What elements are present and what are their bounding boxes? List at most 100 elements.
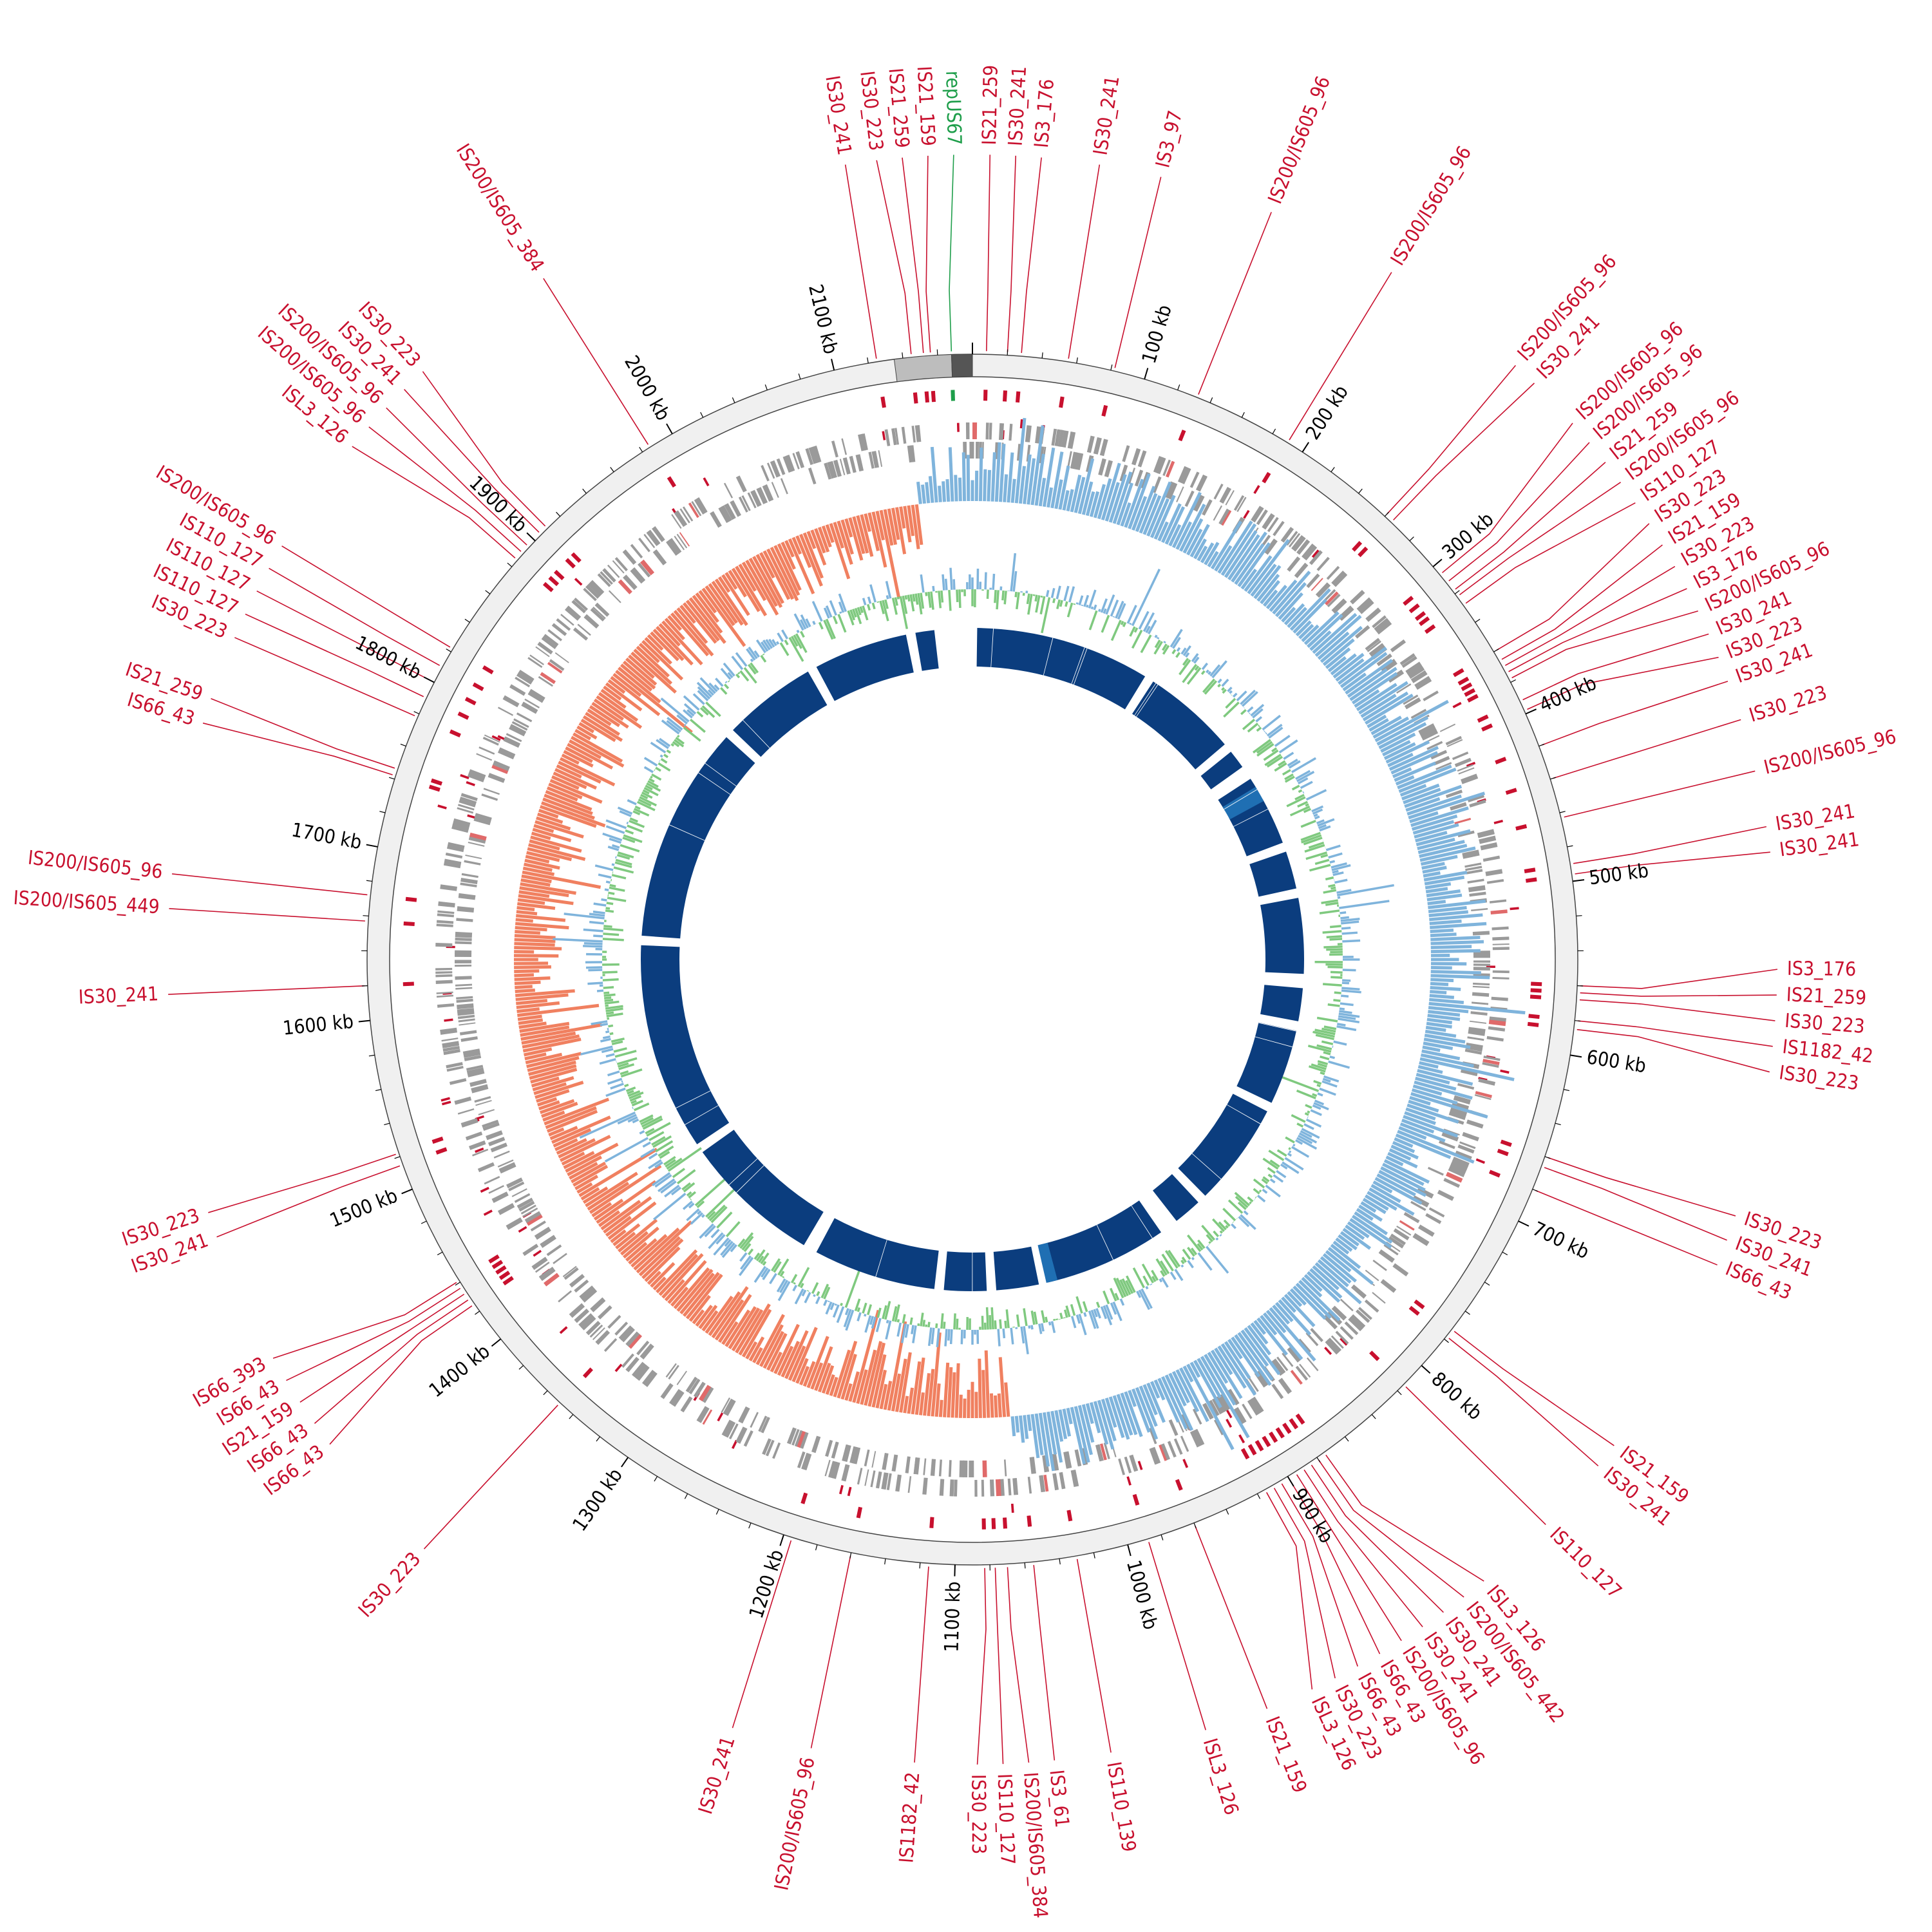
gene-block [1462, 1132, 1479, 1142]
gene-block [1335, 1331, 1349, 1345]
gene-block [460, 882, 477, 887]
gene-block [1435, 762, 1452, 770]
gene-block [975, 442, 980, 459]
gene-block [602, 568, 616, 583]
gene-block [1365, 638, 1380, 651]
is-element-mark [1027, 1515, 1032, 1527]
gene-block [718, 506, 731, 524]
gene-block [527, 691, 544, 703]
gene-block [849, 1446, 858, 1464]
is-element-label: IS3_176 [1787, 958, 1857, 981]
feature-leader-line [423, 1405, 558, 1549]
blast-block [915, 630, 939, 671]
minor-tick [507, 562, 513, 567]
gene-block [761, 465, 770, 482]
gene-block [1278, 1378, 1293, 1394]
is-element-mark [533, 1249, 542, 1257]
gene-block [514, 1193, 531, 1203]
gene-block [1459, 1141, 1476, 1150]
gene-block [1009, 424, 1013, 441]
gene-block [1042, 1455, 1050, 1473]
feature-leader-line [1318, 1459, 1464, 1598]
gene-block [1454, 757, 1472, 768]
gene-block [1098, 458, 1106, 476]
is-element-mark [667, 476, 676, 488]
gene-block [478, 1109, 495, 1115]
gene-block [459, 799, 476, 808]
is-element-mark [457, 711, 469, 720]
is-element-label: IS30_241 [78, 983, 159, 1009]
gene-block [455, 987, 473, 990]
gene-block [1383, 1244, 1399, 1256]
gene-block [939, 1479, 945, 1496]
gene-block [1492, 936, 1510, 941]
gene-block [1156, 457, 1166, 475]
gene-block [1468, 1027, 1486, 1033]
gene-block [1465, 866, 1482, 871]
gene-block [553, 1253, 567, 1264]
gene-block [895, 1474, 902, 1492]
gene-block [635, 1365, 650, 1381]
gene-block [914, 425, 922, 442]
gene-block [1380, 1279, 1397, 1293]
feature-leader-line [1504, 565, 1676, 667]
major-tick [1144, 368, 1149, 380]
is-element-mark [1515, 824, 1528, 831]
gene-block [535, 646, 550, 658]
gene-block [766, 462, 775, 479]
gene-block [1193, 495, 1205, 512]
gene-block [1490, 909, 1508, 915]
gene-block [1418, 1224, 1435, 1237]
is-element-mark [1059, 396, 1065, 408]
gene-block [1213, 505, 1223, 521]
gene-block [1043, 1474, 1049, 1492]
gene-block [1356, 1309, 1370, 1323]
gene-block [493, 760, 510, 772]
blast-block [1249, 851, 1297, 897]
major-tick [366, 844, 378, 848]
is-element-mark [1226, 1409, 1233, 1419]
gene-block [747, 492, 757, 509]
gene-block [1150, 1446, 1161, 1464]
minor-tick [379, 811, 386, 813]
gene-block [1448, 1168, 1464, 1177]
minor-tick [610, 467, 614, 473]
gene-block [546, 1244, 562, 1256]
gene-block [895, 428, 899, 445]
blast-block [1200, 752, 1243, 790]
gene-block [453, 818, 471, 827]
gene-block [1063, 1452, 1069, 1469]
is-element-mark [444, 1018, 453, 1022]
gene-block [621, 1353, 634, 1368]
gene-block [456, 996, 473, 1000]
gene-block [1148, 1427, 1157, 1444]
gene-block [527, 657, 543, 668]
gene-block [474, 813, 492, 822]
gene-block [1129, 1454, 1139, 1472]
gene-block [676, 533, 688, 549]
is-element-mark [1066, 1510, 1073, 1522]
gene-block [436, 991, 453, 994]
gene-block [1489, 1016, 1507, 1023]
gene-block [693, 1381, 706, 1398]
gene-block [1287, 556, 1301, 572]
gene-block [811, 1435, 821, 1454]
tick-label: 1700 kb [290, 819, 364, 854]
tick-label: 900 kb [1287, 1484, 1338, 1547]
major-tick [1302, 442, 1309, 453]
gene-block [808, 446, 818, 464]
gene-block [1480, 842, 1498, 851]
is-element-label: IS21_159 [1261, 1713, 1311, 1796]
replicon-label: repUS67 [941, 71, 965, 146]
feature-leader-line [876, 160, 912, 354]
blast-block [1229, 799, 1283, 857]
gene-block [1327, 593, 1341, 607]
minor-tick [368, 1054, 375, 1057]
gene-block [1273, 520, 1285, 536]
minor-tick [1193, 1522, 1197, 1529]
gene-block [579, 1285, 595, 1300]
is-element-mark [1530, 994, 1542, 999]
blast-block [1218, 779, 1258, 811]
gene-block [688, 1378, 701, 1395]
gene-block [1149, 1448, 1158, 1465]
